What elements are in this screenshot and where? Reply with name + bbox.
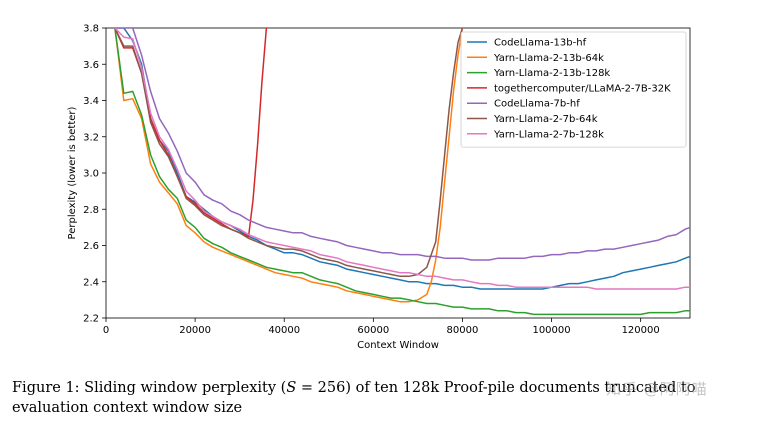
x-tick-label: 0 xyxy=(103,325,109,336)
series-line-yarn-llama-2-13b-128k xyxy=(114,28,690,316)
legend-label: Yarn-Llama-2-13b-128k xyxy=(493,68,610,79)
x-axis-label: Context Window xyxy=(357,340,439,351)
legend-box xyxy=(460,31,687,148)
x-tick-label: 100000 xyxy=(532,325,570,336)
legend-label: CodeLlama-13b-hf xyxy=(494,38,587,49)
legend-label: Yarn-Llama-2-7b-64k xyxy=(493,114,598,125)
x-tick-label: 60000 xyxy=(357,325,389,336)
series-line-yarn-llama-2-7b-128k xyxy=(114,28,690,290)
x-tick-label: 80000 xyxy=(447,325,479,336)
caption-text-a: Sliding window perplexity ( xyxy=(84,380,287,396)
x-tick-label: 20000 xyxy=(179,325,211,336)
y-tick-label: 2.6 xyxy=(83,241,99,252)
watermark: 知乎 @阿阿喵 xyxy=(606,380,708,398)
y-tick-label: 3.4 xyxy=(83,96,99,107)
figure-caption: Figure 1: Sliding window perplexity (S =… xyxy=(12,378,768,418)
axes: 0 20000 40000 60000 80000 100000 120000 2.2 2.4 2… xyxy=(67,24,691,351)
y-axis-label: Perplexity (lower is better) xyxy=(67,106,78,239)
caption-math-s: S xyxy=(286,380,297,396)
y-tick-label: 2.4 xyxy=(83,277,99,288)
caption-text-b: = 256) of ten 128k Proof-pile documents … xyxy=(12,380,696,416)
series-lines xyxy=(114,28,690,316)
series-line-yarn-llama-2-7b-64k xyxy=(114,28,464,278)
y-tick-label: 3.6 xyxy=(83,60,99,71)
legend-label: CodeLlama-7b-hf xyxy=(494,99,580,110)
legend-label: Yarn-Llama-2-13b-64k xyxy=(493,53,604,64)
series-line-yarn-llama-2-13b-64k xyxy=(114,28,464,303)
legend-label: togethercomputer/LLaMA-2-7B-32K xyxy=(494,83,671,94)
legend-label: Yarn-Llama-2-7b-128k xyxy=(493,129,604,140)
x-tick-label: 120000 xyxy=(622,325,660,336)
legend: CodeLlama-13b-hf Yarn-Llama-2-13b-64k Yarn… xyxy=(460,31,687,148)
caption-prefix: Figure 1: xyxy=(12,380,85,396)
y-tick-label: 3.0 xyxy=(83,169,99,180)
perplexity-chart: 0 20000 40000 60000 80000 100000 120000 2.2 2.4 2… xyxy=(67,24,691,351)
x-tick-label: 40000 xyxy=(268,325,300,336)
y-tick-label: 2.2 xyxy=(83,314,99,325)
plot-frame xyxy=(105,27,691,319)
series-line-codellama-7b-hf xyxy=(114,28,690,261)
y-tick-label: 2.8 xyxy=(83,205,99,216)
y-tick-label: 3.8 xyxy=(83,24,99,35)
y-tick-label: 3.2 xyxy=(83,132,99,143)
